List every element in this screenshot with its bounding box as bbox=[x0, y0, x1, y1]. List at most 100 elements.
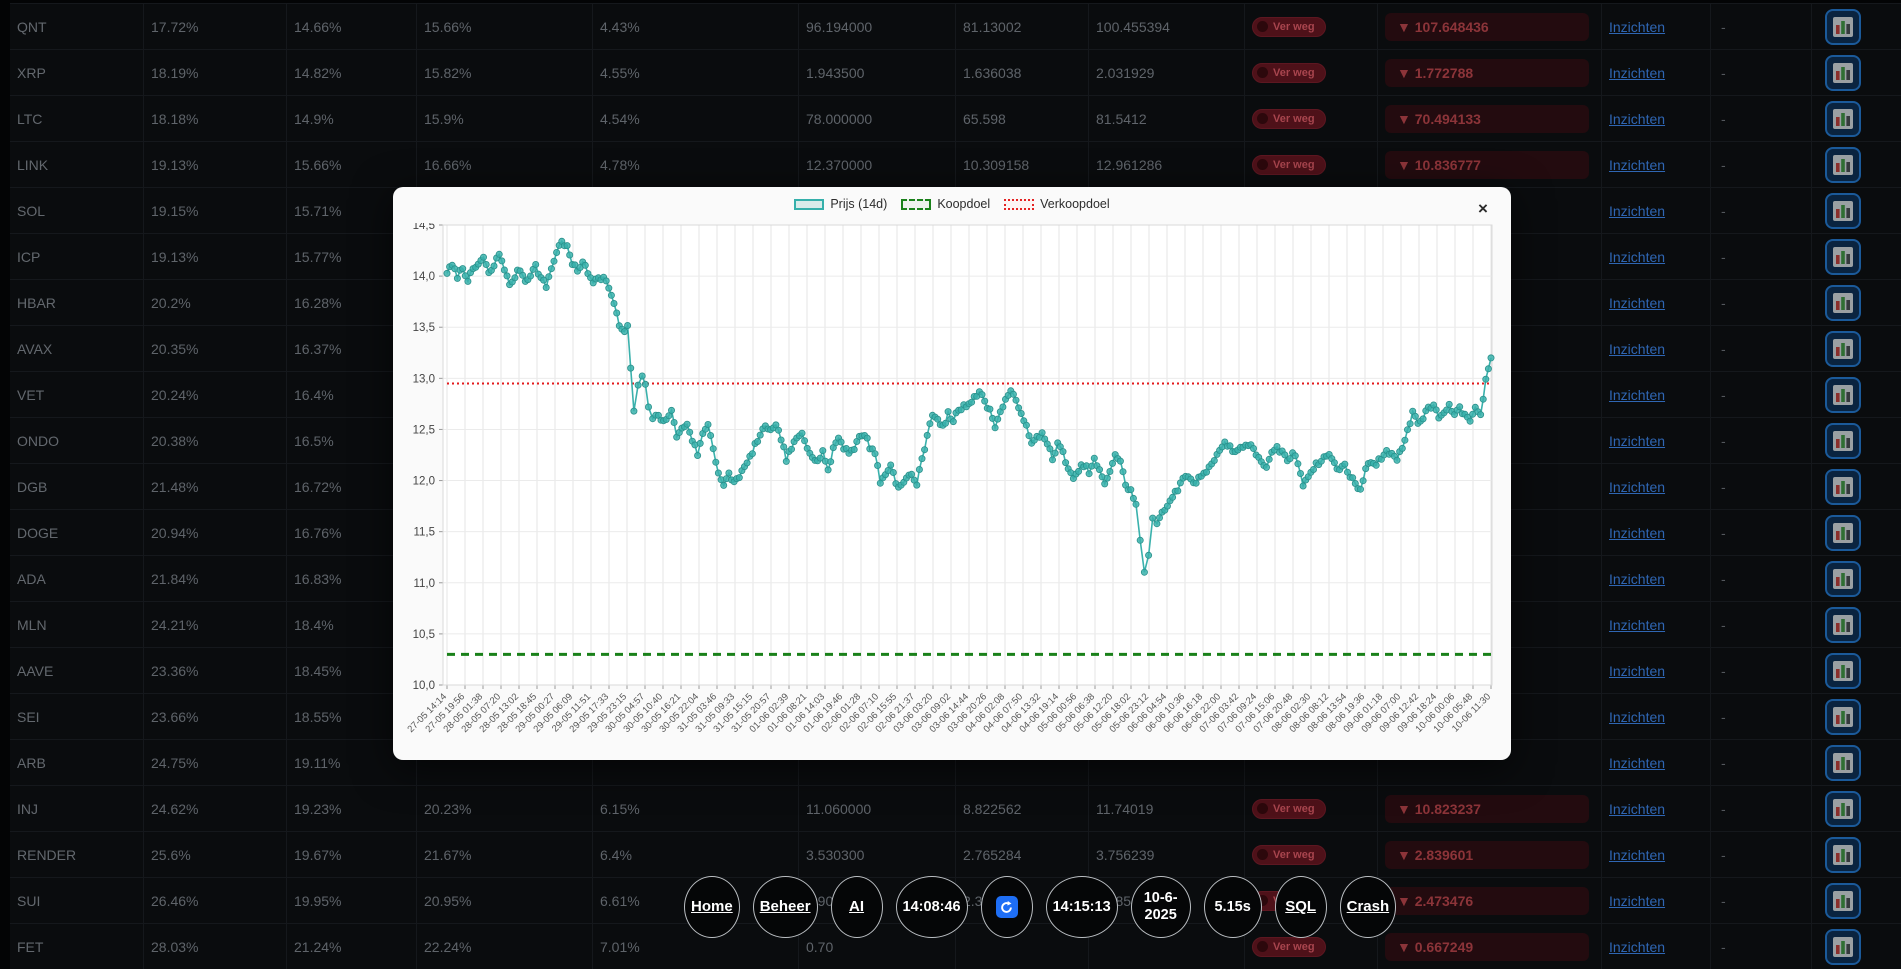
bar-chart-icon bbox=[1833, 476, 1853, 497]
bar-chart-icon-button[interactable] bbox=[1825, 514, 1861, 551]
bar-chart-icon-button[interactable] bbox=[1825, 652, 1861, 689]
num-cell-3: 11.74019 bbox=[1088, 786, 1244, 831]
inzichten-link[interactable]: Inzichten bbox=[1609, 892, 1666, 909]
inzichten-link[interactable]: Inzichten bbox=[1609, 938, 1666, 955]
bar-chart-icon bbox=[1833, 200, 1853, 221]
toolbar-button-14-08-46[interactable]: 14:08:46 bbox=[895, 876, 968, 938]
toolbar-button-sql[interactable]: SQL bbox=[1274, 876, 1327, 938]
inzichten-link[interactable]: Inzichten bbox=[1609, 662, 1666, 679]
inzichten-link[interactable]: Inzichten bbox=[1609, 202, 1666, 219]
action-cell bbox=[1811, 280, 1901, 325]
ver-weg-status-button[interactable]: Ver weg bbox=[1252, 798, 1326, 819]
link-cell: Inzichten bbox=[1601, 280, 1710, 325]
inzichten-link[interactable]: Inzichten bbox=[1609, 432, 1666, 449]
legend-item-buy: Koopdoel bbox=[901, 197, 990, 211]
table-row: INJ 24.62% 19.23% 20.23% 6.15% 11.060000… bbox=[10, 785, 1901, 831]
inzichten-link[interactable]: Inzichten bbox=[1609, 800, 1666, 817]
bar-chart-icon-button[interactable] bbox=[1825, 422, 1861, 459]
action-cell bbox=[1811, 924, 1901, 969]
pct-cell-2: 16.28% bbox=[286, 280, 416, 325]
inzichten-link[interactable]: Inzichten bbox=[1609, 18, 1666, 35]
inzichten-link[interactable]: Inzichten bbox=[1609, 294, 1666, 311]
bar-chart-icon-button[interactable] bbox=[1825, 8, 1861, 45]
bar-chart-icon-button[interactable] bbox=[1825, 192, 1861, 229]
pct-cell-2: 15.71% bbox=[286, 188, 416, 233]
action-cell bbox=[1811, 694, 1901, 739]
pct-cell-2: 16.76% bbox=[286, 510, 416, 555]
ver-weg-status-button[interactable]: Ver weg bbox=[1252, 844, 1326, 865]
inzichten-link[interactable]: Inzichten bbox=[1609, 156, 1666, 173]
ver-weg-status-button[interactable]: Ver weg bbox=[1252, 16, 1326, 37]
symbol-cell: LINK bbox=[17, 156, 49, 173]
bar-chart-icon-button[interactable] bbox=[1825, 560, 1861, 597]
bar-chart-icon-button[interactable] bbox=[1825, 54, 1861, 91]
bar-chart-icon bbox=[1833, 522, 1853, 543]
bar-chart-icon bbox=[1833, 752, 1853, 773]
bar-chart-icon-button[interactable] bbox=[1825, 330, 1861, 367]
inzichten-link[interactable]: Inzichten bbox=[1609, 708, 1666, 725]
inzichten-link[interactable]: Inzichten bbox=[1609, 616, 1666, 633]
bar-chart-icon-button[interactable] bbox=[1825, 790, 1861, 827]
bar-chart-icon-button[interactable] bbox=[1825, 468, 1861, 505]
inzichten-link[interactable]: Inzichten bbox=[1609, 570, 1666, 587]
action-cell bbox=[1811, 464, 1901, 509]
pct-cell-4: 6.4% bbox=[592, 832, 798, 877]
bar-chart-icon-button[interactable] bbox=[1825, 606, 1861, 643]
action-cell bbox=[1811, 740, 1901, 785]
link-cell: Inzichten bbox=[1601, 648, 1710, 693]
inzichten-link[interactable]: Inzichten bbox=[1609, 846, 1666, 863]
toolbar-button-5-15s[interactable]: 5.15s bbox=[1203, 876, 1262, 938]
bar-chart-icon-button[interactable] bbox=[1825, 146, 1861, 183]
ver-weg-status-button[interactable]: Ver weg bbox=[1252, 62, 1326, 83]
bar-chart-icon bbox=[1833, 292, 1853, 313]
ver-weg-status-button[interactable]: Ver weg bbox=[1252, 936, 1326, 957]
pct-cell-3: 15.82% bbox=[416, 50, 592, 95]
pct-cell-1: 20.94% bbox=[143, 510, 286, 555]
inzichten-link[interactable]: Inzichten bbox=[1609, 248, 1666, 265]
pct-cell-2: 21.24% bbox=[286, 924, 416, 969]
num-cell-1: 96.194000 bbox=[798, 4, 955, 49]
inzichten-link[interactable]: Inzichten bbox=[1609, 340, 1666, 357]
status-cell: Ver weg bbox=[1244, 832, 1377, 877]
toolbar-button-sync[interactable] bbox=[980, 876, 1033, 938]
symbol-cell: AVAX bbox=[17, 340, 53, 357]
link-cell: Inzichten bbox=[1601, 418, 1710, 463]
price-change-badge: ▼ 70.494133 bbox=[1385, 104, 1589, 133]
toolbar-button-beheer[interactable]: Beheer bbox=[752, 876, 818, 938]
num-cell-3 bbox=[1088, 740, 1244, 785]
bar-chart-icon-button[interactable] bbox=[1825, 882, 1861, 919]
inzichten-link[interactable]: Inzichten bbox=[1609, 478, 1666, 495]
bar-chart-icon-button[interactable] bbox=[1825, 284, 1861, 321]
toolbar-button-ai[interactable]: AI bbox=[830, 876, 883, 938]
link-cell: Inzichten bbox=[1601, 740, 1710, 785]
pct-cell-1: 19.15% bbox=[143, 188, 286, 233]
ver-weg-status-button[interactable]: Ver weg bbox=[1252, 108, 1326, 129]
bar-chart-icon-button[interactable] bbox=[1825, 100, 1861, 137]
toolbar-button-10-6-2025[interactable]: 10-6-2025 bbox=[1130, 876, 1191, 938]
pct-cell-1: 19.13% bbox=[143, 142, 286, 187]
inzichten-link[interactable]: Inzichten bbox=[1609, 386, 1666, 403]
bar-chart-icon-button[interactable] bbox=[1825, 744, 1861, 781]
toolbar-button-crash[interactable]: Crash bbox=[1339, 876, 1397, 938]
symbol-cell: SUI bbox=[17, 892, 41, 909]
toolbar-button-14-15-13[interactable]: 14:15:13 bbox=[1045, 876, 1118, 938]
bar-chart-icon-button[interactable] bbox=[1825, 928, 1861, 965]
bar-chart-icon bbox=[1833, 62, 1853, 83]
symbol-cell: LTC bbox=[17, 110, 43, 127]
bar-chart-icon-button[interactable] bbox=[1825, 376, 1861, 413]
inzichten-link[interactable]: Inzichten bbox=[1609, 524, 1666, 541]
toolbar-button-home[interactable]: Home bbox=[684, 876, 740, 938]
bar-chart-icon-button[interactable] bbox=[1825, 836, 1861, 873]
ver-weg-status-button[interactable]: Ver weg bbox=[1252, 154, 1326, 175]
pct-cell-2: 19.95% bbox=[286, 878, 416, 923]
pct-cell-1: 23.66% bbox=[143, 694, 286, 739]
inzichten-link[interactable]: Inzichten bbox=[1609, 64, 1666, 81]
bar-chart-icon-button[interactable] bbox=[1825, 238, 1861, 275]
inzichten-link[interactable]: Inzichten bbox=[1609, 754, 1666, 771]
pct-cell-4: 4.43% bbox=[592, 4, 798, 49]
close-icon[interactable]: × bbox=[1471, 197, 1495, 221]
dash-cell: - bbox=[1710, 188, 1811, 233]
bar-chart-icon-button[interactable] bbox=[1825, 698, 1861, 735]
inzichten-link[interactable]: Inzichten bbox=[1609, 110, 1666, 127]
bar-chart-icon bbox=[1833, 16, 1853, 37]
